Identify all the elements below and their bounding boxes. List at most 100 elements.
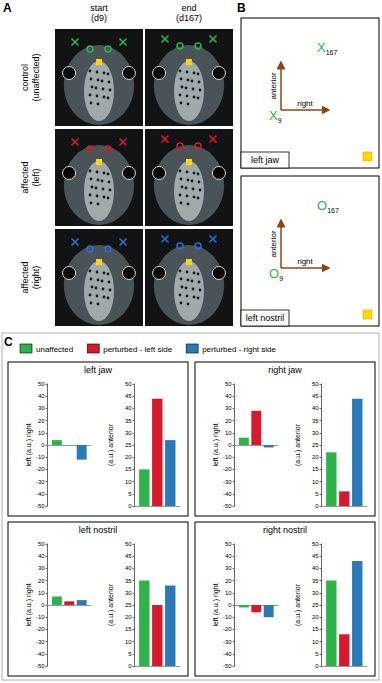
svg-text:10: 10: [38, 590, 45, 596]
svg-text:X9: X9: [269, 108, 282, 124]
svg-text:left jaw: left jaw: [251, 155, 280, 165]
svg-text:20: 20: [125, 614, 132, 620]
svg-text:50: 50: [225, 381, 232, 387]
svg-text:10: 10: [312, 639, 319, 645]
svg-text:-10: -10: [223, 614, 232, 620]
svg-text:40: 40: [125, 405, 132, 411]
svg-text:40: 40: [312, 405, 319, 411]
svg-text:20: 20: [312, 454, 319, 460]
svg-text:30: 30: [312, 430, 319, 436]
svg-text:X167: X167: [317, 40, 337, 56]
svg-text:50: 50: [125, 541, 132, 547]
svg-text:left jaw: left jaw: [84, 365, 113, 375]
svg-text:right jaw: right jaw: [268, 365, 302, 375]
svg-text:45: 45: [125, 393, 132, 399]
svg-text:perturbed - right side: perturbed - right side: [202, 345, 276, 354]
svg-text:5: 5: [128, 651, 132, 657]
svg-text:40: 40: [312, 565, 319, 571]
svg-text:(d167): (d167): [176, 13, 202, 23]
svg-text:0: 0: [228, 442, 232, 448]
svg-text:-30: -30: [223, 639, 232, 645]
svg-text:-30: -30: [223, 479, 232, 485]
svg-text:(a.u.) anterior: (a.u.) anterior: [107, 583, 115, 626]
svg-text:20: 20: [125, 454, 132, 460]
svg-text:5: 5: [128, 491, 132, 497]
svg-text:30: 30: [312, 590, 319, 596]
svg-text:30: 30: [125, 590, 132, 596]
svg-text:20: 20: [225, 578, 232, 584]
svg-text:(a.u.) anterior: (a.u.) anterior: [107, 423, 115, 466]
svg-text:A: A: [3, 1, 12, 15]
svg-text:C: C: [4, 335, 13, 349]
svg-text:20: 20: [38, 418, 45, 424]
svg-text:10: 10: [225, 430, 232, 436]
svg-text:control: control: [20, 64, 30, 91]
svg-text:30: 30: [225, 405, 232, 411]
svg-text:25: 25: [125, 602, 132, 608]
svg-text:10: 10: [38, 430, 45, 436]
svg-text:10: 10: [125, 639, 132, 645]
svg-text:left (a.u.) right: left (a.u.) right: [212, 583, 220, 626]
svg-text:-50: -50: [36, 663, 45, 669]
svg-text:35: 35: [312, 578, 319, 584]
svg-text:right: right: [297, 257, 313, 266]
svg-text:45: 45: [312, 393, 319, 399]
svg-text:right nostril: right nostril: [263, 525, 307, 535]
svg-text:15: 15: [312, 626, 319, 632]
svg-text:-40: -40: [223, 491, 232, 497]
svg-text:50: 50: [38, 381, 45, 387]
svg-text:10: 10: [312, 479, 319, 485]
svg-text:affected: affected: [20, 162, 30, 194]
svg-text:30: 30: [225, 565, 232, 571]
svg-text:40: 40: [225, 553, 232, 559]
svg-text:50: 50: [225, 541, 232, 547]
svg-text:start: start: [90, 3, 108, 13]
svg-text:(d9): (d9): [91, 13, 107, 23]
svg-text:-10: -10: [223, 454, 232, 460]
svg-text:left nostril: left nostril: [79, 525, 118, 535]
svg-text:45: 45: [312, 553, 319, 559]
svg-text:35: 35: [125, 578, 132, 584]
svg-text:40: 40: [38, 393, 45, 399]
svg-text:-20: -20: [36, 626, 45, 632]
svg-text:35: 35: [312, 418, 319, 424]
svg-text:30: 30: [125, 430, 132, 436]
svg-text:left (a.u.) right: left (a.u.) right: [25, 423, 33, 466]
svg-text:0: 0: [128, 663, 132, 669]
svg-text:25: 25: [312, 442, 319, 448]
svg-text:15: 15: [312, 466, 319, 472]
svg-text:5: 5: [315, 491, 319, 497]
svg-text:-20: -20: [223, 626, 232, 632]
svg-text:O9: O9: [269, 266, 283, 282]
svg-text:15: 15: [125, 466, 132, 472]
svg-text:25: 25: [125, 442, 132, 448]
svg-text:affected: affected: [20, 262, 30, 294]
svg-text:unaffected: unaffected: [36, 345, 73, 354]
svg-text:-20: -20: [36, 466, 45, 472]
svg-text:left nostril: left nostril: [246, 313, 285, 323]
svg-text:40: 40: [125, 565, 132, 571]
svg-text:40: 40: [38, 553, 45, 559]
svg-text:15: 15: [125, 626, 132, 632]
svg-text:20: 20: [38, 578, 45, 584]
svg-text:-10: -10: [36, 614, 45, 620]
svg-text:35: 35: [125, 418, 132, 424]
svg-text:50: 50: [312, 541, 319, 547]
svg-text:0: 0: [128, 503, 132, 509]
svg-text:-10: -10: [36, 454, 45, 460]
svg-text:30: 30: [38, 565, 45, 571]
svg-text:-50: -50: [36, 503, 45, 509]
svg-text:(a.u.) anterior: (a.u.) anterior: [294, 423, 302, 466]
svg-text:10: 10: [225, 590, 232, 596]
svg-text:anterior: anterior: [269, 230, 278, 257]
svg-text:50: 50: [38, 541, 45, 547]
svg-text:anterior: anterior: [269, 72, 278, 99]
svg-text:0: 0: [315, 663, 319, 669]
svg-text:(unaffected): (unaffected): [31, 54, 41, 102]
svg-text:left (a.u.) right: left (a.u.) right: [25, 583, 33, 626]
svg-text:(left): (left): [31, 168, 41, 186]
svg-text:(right): (right): [31, 266, 41, 290]
svg-text:0: 0: [41, 442, 45, 448]
svg-text:25: 25: [312, 602, 319, 608]
svg-text:-40: -40: [36, 491, 45, 497]
